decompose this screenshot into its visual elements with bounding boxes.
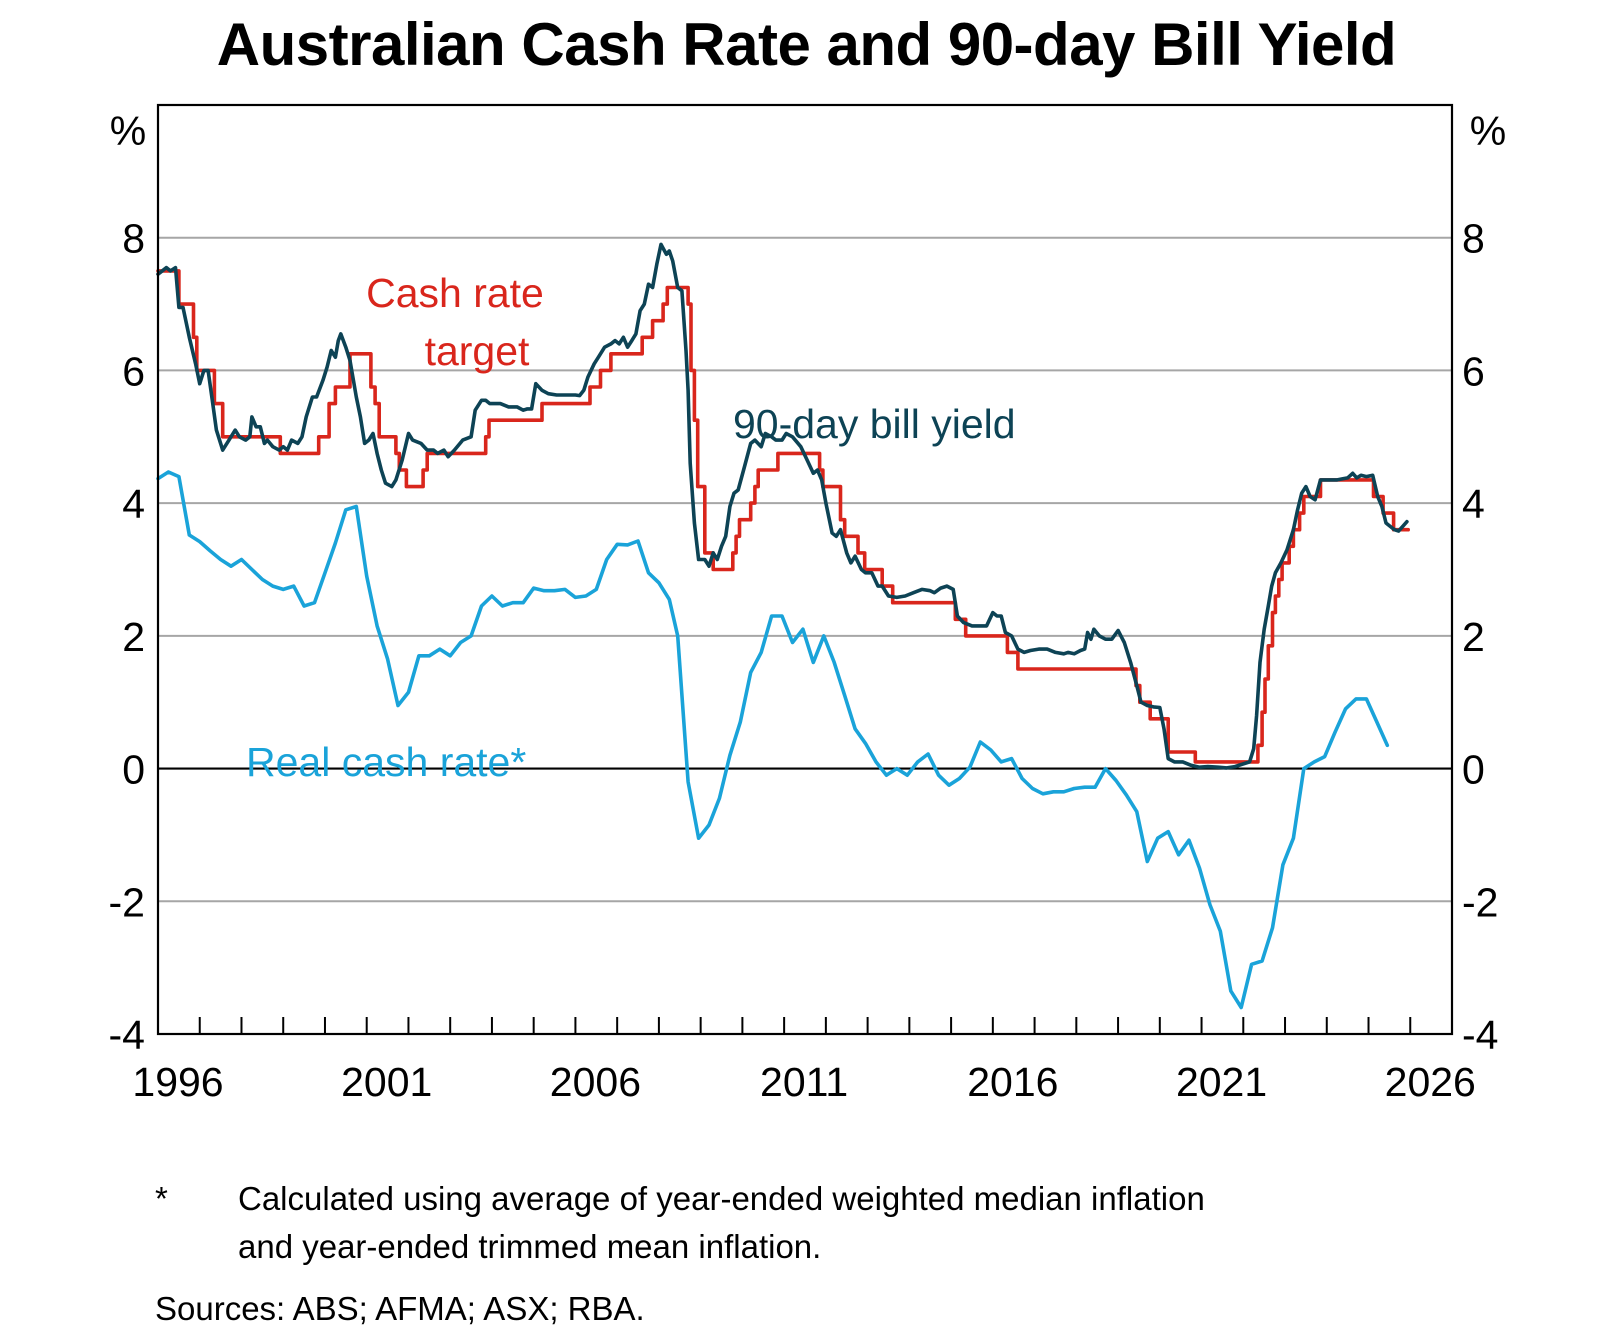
footnote-marker: * — [155, 1180, 168, 1217]
gridlines — [158, 236, 1452, 903]
series-90-day-bill-yield — [156, 242, 1409, 770]
y-tick-label-right: 4 — [1462, 481, 1485, 527]
y-tick-label-left: 4 — [122, 481, 145, 527]
y-tick-label-right: 8 — [1462, 216, 1485, 262]
y-tick-label-right: -2 — [1462, 879, 1498, 925]
y-tick-label-left: 0 — [122, 747, 145, 793]
y-tick-label-left: 6 — [122, 348, 145, 394]
y-tick-label-right: -4 — [1462, 1012, 1498, 1058]
series-layer — [156, 242, 1410, 1010]
sources-note: Sources: ABS; AFMA; ASX; RBA. — [155, 1290, 645, 1327]
y-tick-label-left: -4 — [109, 1012, 145, 1058]
label-real-cash-rate: Real cash rate* — [246, 739, 526, 785]
y-tick-labels-right: -4 -2 0 2 4 6 8 — [1462, 216, 1498, 1058]
label-bill-yield: 90-day bill yield — [733, 401, 1016, 447]
y-tick-label-right: 6 — [1462, 348, 1485, 394]
x-tick-label: 2006 — [550, 1059, 641, 1105]
y-unit-left: % — [110, 108, 146, 154]
footnote-line1: Calculated using average of year-ended w… — [238, 1180, 1205, 1217]
x-tick-label: 2016 — [967, 1059, 1058, 1105]
y-tick-label-left: 2 — [122, 614, 145, 660]
x-tick-label: 1996 — [132, 1059, 223, 1105]
label-cash-rate-line1: Cash rate — [366, 270, 544, 316]
label-cash-rate-line2: target — [425, 328, 530, 374]
series-cash-rate-target — [156, 269, 1410, 764]
x-tick-label: 2026 — [1385, 1059, 1476, 1105]
chart-title: Australian Cash Rate and 90-day Bill Yie… — [216, 11, 1397, 78]
x-tick-labels: 1996 2001 2006 2011 2016 2021 2026 — [132, 1059, 1475, 1105]
y-tick-labels-left: -4 -2 0 2 4 6 8 — [109, 216, 145, 1058]
x-ticks — [198, 1017, 1412, 1034]
x-tick-label: 2011 — [760, 1059, 848, 1105]
x-tick-label: 2001 — [341, 1059, 432, 1105]
series-real-cash-rate — [156, 470, 1390, 1010]
y-tick-label-left: 8 — [122, 216, 145, 262]
plot-frame — [156, 103, 1454, 1036]
y-tick-label-right: 0 — [1462, 747, 1485, 793]
y-tick-label-right: 2 — [1462, 614, 1485, 660]
y-unit-right: % — [1470, 108, 1506, 154]
y-tick-label-left: -2 — [109, 879, 145, 925]
x-tick-label: 2021 — [1176, 1059, 1267, 1105]
footnote-line2: and year-ended trimmed mean inflation. — [238, 1228, 822, 1265]
plot-border — [156, 103, 1454, 1036]
